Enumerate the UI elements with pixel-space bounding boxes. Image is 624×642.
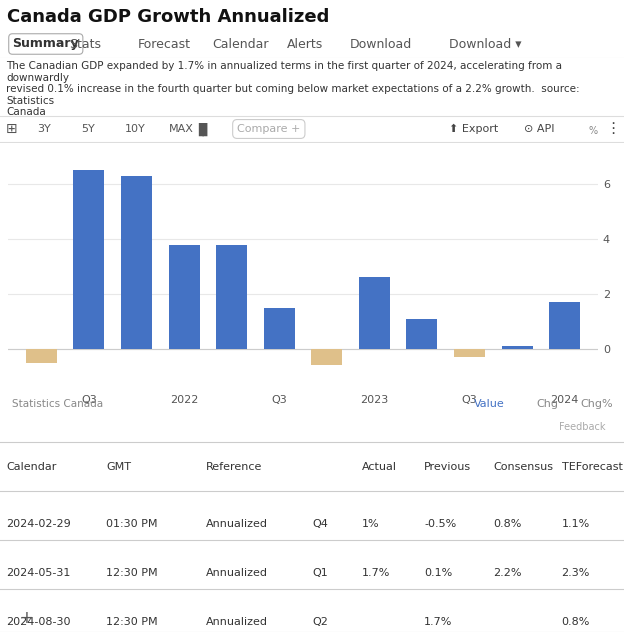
Text: ⊙ API: ⊙ API bbox=[524, 124, 555, 134]
Text: 2024-05-31: 2024-05-31 bbox=[6, 568, 71, 578]
Bar bbox=[74, 170, 104, 349]
Text: Annualized: Annualized bbox=[206, 617, 268, 627]
Bar bbox=[121, 176, 152, 349]
Bar bbox=[406, 318, 437, 349]
Text: %: % bbox=[589, 126, 598, 135]
Text: Summary: Summary bbox=[12, 37, 79, 51]
Text: Consensus: Consensus bbox=[493, 462, 553, 473]
Text: Value: Value bbox=[474, 399, 505, 409]
Bar bbox=[264, 308, 295, 349]
Text: +: + bbox=[19, 609, 33, 627]
Text: 1.7%: 1.7% bbox=[362, 568, 390, 578]
Bar bbox=[311, 349, 342, 365]
Text: 3Y: 3Y bbox=[37, 124, 51, 134]
Bar bbox=[359, 277, 390, 349]
Text: Alerts: Alerts bbox=[287, 37, 323, 51]
Text: Actual: Actual bbox=[362, 462, 397, 473]
Text: Annualized: Annualized bbox=[206, 568, 268, 578]
Text: Feedback: Feedback bbox=[558, 422, 605, 432]
Text: ⬆ Export: ⬆ Export bbox=[449, 124, 499, 134]
Bar bbox=[26, 349, 57, 363]
Text: Calendar: Calendar bbox=[6, 462, 57, 473]
Text: ⋮: ⋮ bbox=[605, 121, 620, 137]
Text: 10Y: 10Y bbox=[125, 124, 145, 134]
Text: Download ▾: Download ▾ bbox=[449, 37, 522, 51]
Text: 12:30 PM: 12:30 PM bbox=[106, 568, 158, 578]
Text: 2024-02-29: 2024-02-29 bbox=[6, 519, 71, 529]
Text: Annualized: Annualized bbox=[206, 519, 268, 529]
Text: The Canadian GDP expanded by 1.7% in annualized terms in the first quarter of 20: The Canadian GDP expanded by 1.7% in ann… bbox=[6, 61, 580, 117]
Text: Q1: Q1 bbox=[312, 568, 328, 578]
Bar bbox=[502, 346, 532, 349]
Text: Chg%: Chg% bbox=[580, 399, 613, 409]
Text: 2.3%: 2.3% bbox=[562, 568, 590, 578]
Text: Reference: Reference bbox=[206, 462, 262, 473]
Text: 1.7%: 1.7% bbox=[424, 617, 452, 627]
Text: 12:30 PM: 12:30 PM bbox=[106, 617, 158, 627]
Text: Download: Download bbox=[349, 37, 412, 51]
Text: Canada GDP Growth Annualized: Canada GDP Growth Annualized bbox=[7, 8, 330, 26]
Text: Chg: Chg bbox=[537, 399, 558, 409]
Text: MAX: MAX bbox=[168, 124, 193, 134]
Text: -0.5%: -0.5% bbox=[424, 519, 457, 529]
Text: 5Y: 5Y bbox=[81, 124, 95, 134]
Text: 2.2%: 2.2% bbox=[493, 568, 522, 578]
Text: Calendar: Calendar bbox=[212, 37, 269, 51]
Text: ⊞: ⊞ bbox=[6, 122, 18, 136]
Text: 0.1%: 0.1% bbox=[424, 568, 452, 578]
Text: 1%: 1% bbox=[362, 519, 379, 529]
Bar bbox=[549, 302, 580, 349]
Bar bbox=[454, 349, 485, 357]
Text: 01:30 PM: 01:30 PM bbox=[106, 519, 158, 529]
Text: Statistics Canada: Statistics Canada bbox=[12, 399, 104, 409]
Text: Q4: Q4 bbox=[312, 519, 328, 529]
Text: Compare +: Compare + bbox=[237, 124, 301, 134]
Text: 0.8%: 0.8% bbox=[562, 617, 590, 627]
Text: GMT: GMT bbox=[106, 462, 131, 473]
Bar bbox=[216, 245, 247, 349]
Text: Q2: Q2 bbox=[312, 617, 328, 627]
Text: ▐▌: ▐▌ bbox=[193, 123, 213, 135]
Text: 0.8%: 0.8% bbox=[493, 519, 521, 529]
Text: TEForecast: TEForecast bbox=[562, 462, 623, 473]
Text: 1.1%: 1.1% bbox=[562, 519, 590, 529]
Text: Stats: Stats bbox=[69, 37, 100, 51]
Text: Forecast: Forecast bbox=[137, 37, 190, 51]
Bar bbox=[168, 245, 200, 349]
Text: 2024-08-30: 2024-08-30 bbox=[6, 617, 71, 627]
Text: Previous: Previous bbox=[424, 462, 472, 473]
